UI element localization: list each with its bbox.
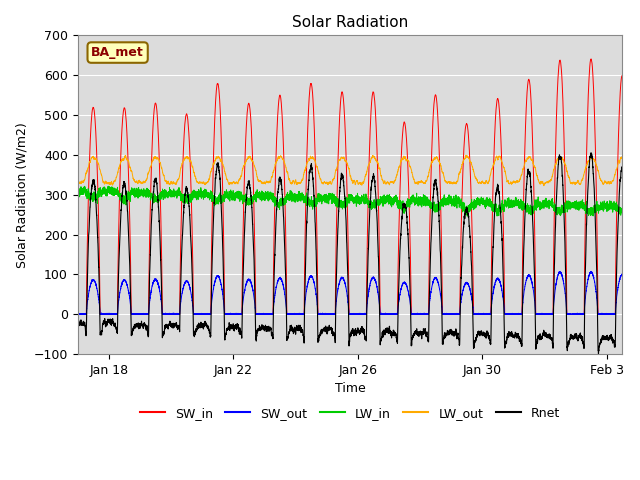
LW_in bbox=[74, 190, 81, 196]
Line: LW_out: LW_out bbox=[77, 155, 622, 186]
Line: Rnet: Rnet bbox=[77, 153, 622, 354]
Rnet bbox=[175, 324, 182, 330]
LW_out bbox=[214, 154, 222, 160]
LW_in bbox=[618, 207, 626, 213]
SW_out bbox=[588, 268, 595, 274]
Text: BA_met: BA_met bbox=[92, 46, 144, 59]
LW_out bbox=[540, 183, 548, 189]
SW_out bbox=[228, 312, 236, 317]
LW_in bbox=[492, 203, 499, 209]
LW_out bbox=[161, 179, 169, 184]
Rnet bbox=[161, 324, 169, 329]
LW_out bbox=[280, 159, 288, 165]
Rnet bbox=[280, 232, 288, 238]
LW_out bbox=[228, 181, 236, 187]
LW_in bbox=[228, 196, 236, 202]
Line: LW_in: LW_in bbox=[77, 186, 622, 216]
Line: SW_out: SW_out bbox=[77, 271, 622, 314]
SW_in bbox=[175, 312, 182, 317]
LW_in bbox=[162, 190, 170, 195]
LW_in bbox=[280, 199, 288, 205]
Y-axis label: Solar Radiation (W/m2): Solar Radiation (W/m2) bbox=[15, 122, 28, 267]
Rnet bbox=[214, 160, 222, 166]
Rnet bbox=[492, 194, 499, 200]
Rnet bbox=[228, 324, 236, 330]
X-axis label: Time: Time bbox=[335, 383, 365, 396]
LW_out bbox=[618, 155, 626, 160]
SW_out bbox=[162, 312, 170, 317]
SW_out bbox=[492, 278, 499, 284]
Rnet bbox=[595, 351, 602, 357]
Title: Solar Radiation: Solar Radiation bbox=[292, 15, 408, 30]
Rnet bbox=[588, 150, 595, 156]
LW_out bbox=[462, 152, 470, 158]
SW_in bbox=[618, 73, 626, 79]
SW_out bbox=[74, 312, 81, 317]
Rnet bbox=[618, 165, 626, 171]
SW_in bbox=[492, 115, 499, 120]
SW_in bbox=[161, 312, 169, 317]
SW_out bbox=[74, 311, 81, 317]
SW_in bbox=[280, 167, 288, 173]
SW_in bbox=[214, 81, 222, 87]
Legend: SW_in, SW_out, LW_in, LW_out, Rnet: SW_in, SW_out, LW_in, LW_out, Rnet bbox=[135, 402, 565, 425]
LW_out bbox=[175, 176, 182, 182]
LW_out bbox=[492, 156, 499, 162]
SW_out bbox=[214, 273, 222, 279]
LW_in bbox=[214, 197, 222, 203]
SW_in bbox=[228, 312, 236, 317]
SW_in bbox=[74, 312, 81, 317]
LW_in bbox=[105, 183, 113, 189]
SW_out bbox=[280, 288, 288, 294]
SW_in bbox=[588, 56, 595, 62]
LW_in bbox=[175, 192, 182, 198]
LW_out bbox=[74, 179, 81, 185]
Line: SW_in: SW_in bbox=[77, 59, 622, 314]
SW_out bbox=[175, 312, 182, 317]
SW_out bbox=[618, 271, 626, 277]
Rnet bbox=[74, 322, 81, 328]
LW_in bbox=[463, 213, 471, 219]
